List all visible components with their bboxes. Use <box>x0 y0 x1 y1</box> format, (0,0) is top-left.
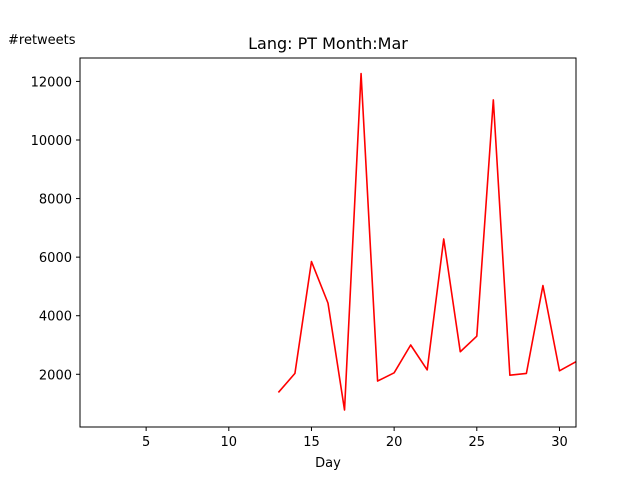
x-tick-label: 20 <box>386 435 403 450</box>
y-tick-label: 4000 <box>39 310 72 325</box>
y-tick-label: 2000 <box>39 368 72 383</box>
y-tick-label: 10000 <box>31 134 72 149</box>
x-tick-label: 15 <box>303 435 320 450</box>
plot-area: 5 10 15 20 25 30 2000 4000 6000 8000 10000 12000 <box>31 72 577 450</box>
chart-title: Lang: PT Month:Mar <box>248 34 408 53</box>
y-tick-label: 12000 <box>31 75 72 90</box>
x-tick-label: 10 <box>221 435 238 450</box>
x-tick-label: 25 <box>469 435 486 450</box>
y-axis-label: #retweets <box>8 33 76 48</box>
x-axis-label: Day <box>315 456 341 471</box>
x-tick-label: 5 <box>142 435 150 450</box>
x-tick-label: 30 <box>551 435 568 450</box>
y-tick-label: 6000 <box>39 251 72 266</box>
series-line-0 <box>277 72 577 411</box>
axes-frame <box>79 57 577 428</box>
y-tick-label: 8000 <box>39 193 72 208</box>
